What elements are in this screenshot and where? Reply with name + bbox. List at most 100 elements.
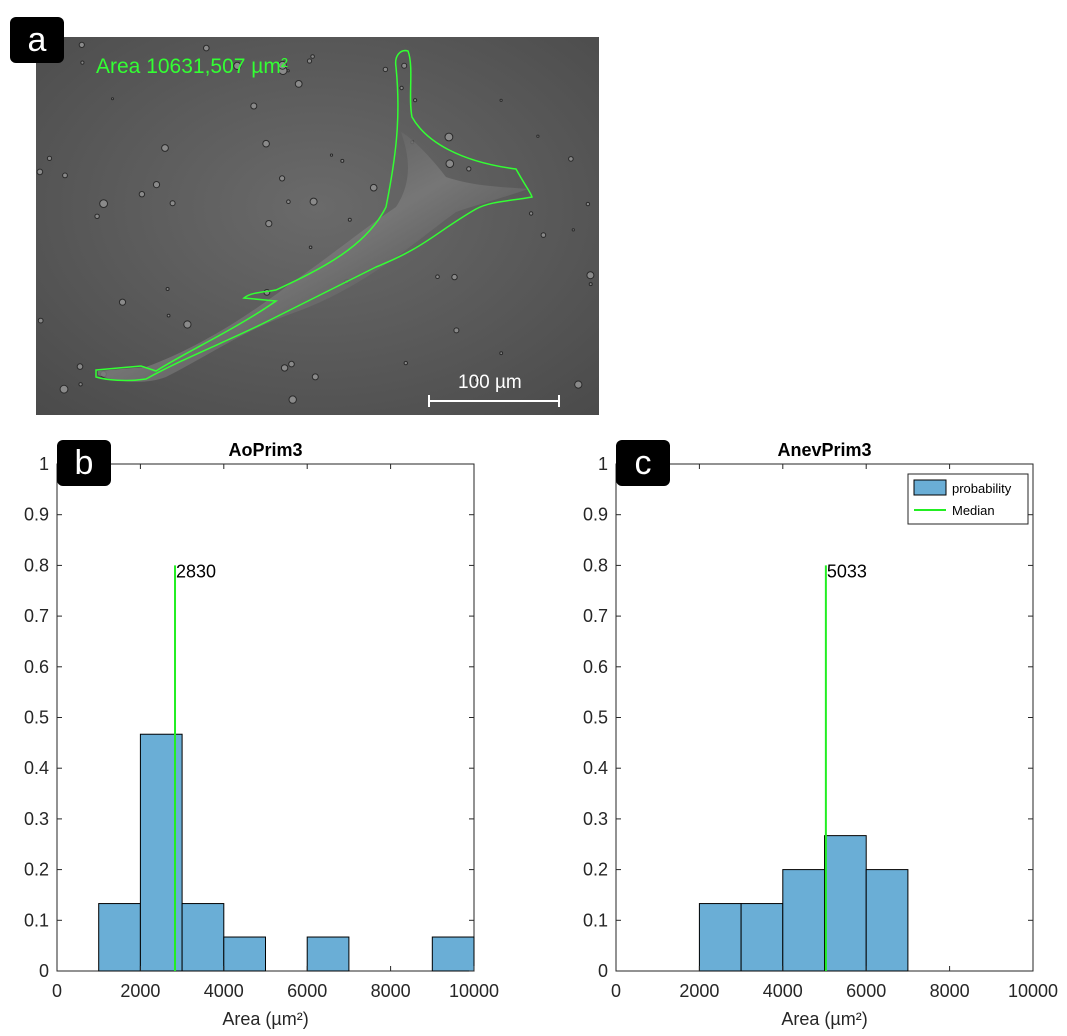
y-tick-label: 0 xyxy=(39,961,49,981)
median-label: 2830 xyxy=(176,561,216,581)
x-tick-label: 10000 xyxy=(1008,981,1058,1001)
debris-speck xyxy=(111,97,114,101)
debris-speck xyxy=(444,132,454,142)
debris-speck xyxy=(46,155,53,162)
y-tick-label: 0.6 xyxy=(583,657,608,677)
debris-speck xyxy=(288,360,295,368)
x-tick-label: 10000 xyxy=(449,981,499,1001)
debris-speck xyxy=(401,62,408,69)
chart-title: AnevPrim3 xyxy=(777,440,871,460)
area-measurement-label: Area 10631,507 µm² xyxy=(96,55,288,78)
debris-speck xyxy=(78,382,83,387)
y-tick-label: 0.8 xyxy=(583,555,608,575)
histogram-bar xyxy=(306,936,350,972)
debris-speck xyxy=(62,172,68,179)
debris-speck xyxy=(403,360,408,366)
scale-bar-label: 100 µm xyxy=(458,372,522,393)
x-axis-label: Area (µm²) xyxy=(222,1009,308,1029)
x-tick-label: 8000 xyxy=(371,981,411,1001)
debris-speck xyxy=(94,213,100,220)
y-tick-label: 0 xyxy=(598,961,608,981)
debris-speck xyxy=(78,41,85,48)
debris-speck xyxy=(499,351,504,356)
debris-speck xyxy=(250,102,258,110)
y-tick-label: 0.4 xyxy=(583,758,608,778)
debris-speck xyxy=(399,85,404,91)
debris-speck xyxy=(169,200,176,207)
y-tick-label: 0.2 xyxy=(24,860,49,880)
y-tick-label: 0.1 xyxy=(583,910,608,930)
debris-speck xyxy=(568,156,574,162)
y-tick-label: 0.2 xyxy=(583,860,608,880)
y-tick-label: 0.7 xyxy=(24,606,49,626)
histogram-bar xyxy=(865,869,909,972)
debris-speck xyxy=(466,166,472,172)
debris-speck xyxy=(528,211,534,216)
y-tick-label: 1 xyxy=(39,454,49,474)
debris-speck xyxy=(340,158,345,163)
legend-box xyxy=(907,473,1029,525)
y-tick-label: 0.5 xyxy=(583,708,608,728)
debris-speck xyxy=(36,168,44,176)
legend-label-probability: probability xyxy=(952,481,1012,496)
scale-bar xyxy=(428,395,560,407)
y-tick-label: 0.9 xyxy=(583,505,608,525)
histogram-bar xyxy=(223,936,267,972)
y-tick-label: 0.9 xyxy=(24,505,49,525)
histogram-bar xyxy=(98,903,141,972)
debris-speck xyxy=(435,274,440,279)
median-label: 5033 xyxy=(827,561,867,581)
histogram-bar xyxy=(740,903,784,972)
debris-speck xyxy=(80,60,85,65)
debris-speck xyxy=(59,384,69,394)
debris-speck xyxy=(37,317,44,324)
debris-speck xyxy=(306,58,313,64)
chart-b: 0 2000 4000 6000 8000 10000 0 0.1 0.2 0.3 0.4 0.5 0.… xyxy=(24,440,499,1029)
debris-speck xyxy=(445,159,455,168)
panel-label-c: c xyxy=(616,440,670,486)
debris-speck xyxy=(499,98,503,102)
histogram-bar xyxy=(139,733,183,972)
x-tick-label: 8000 xyxy=(930,981,970,1001)
y-tick-label: 0.7 xyxy=(583,606,608,626)
debris-speck xyxy=(585,201,591,207)
debris-speck xyxy=(586,271,595,280)
debris-speck xyxy=(183,320,192,329)
debris-speck xyxy=(536,134,540,138)
debris-speck xyxy=(203,44,210,52)
y-tick-label: 0.1 xyxy=(24,910,49,930)
debris-speck xyxy=(138,191,146,198)
debris-speck xyxy=(310,54,315,59)
debris-speck xyxy=(329,153,334,157)
debris-speck xyxy=(571,228,575,232)
debris-speck xyxy=(451,273,458,281)
debris-speck xyxy=(118,298,127,306)
histogram-bar xyxy=(431,936,475,972)
debris-speck xyxy=(278,60,287,70)
y-tick-label: 0.3 xyxy=(583,809,608,829)
legend: probability Median xyxy=(907,473,1029,525)
histogram-bar xyxy=(824,835,867,972)
histogram-bar xyxy=(181,903,225,972)
debris-speck xyxy=(288,395,297,404)
debris-speck xyxy=(308,245,313,250)
debris-speck xyxy=(166,313,171,318)
histogram-bar xyxy=(698,903,742,972)
cell-body xyxy=(98,132,528,382)
debris-speck xyxy=(99,199,108,209)
cell-outline xyxy=(95,49,533,382)
y-tick-label: 1 xyxy=(598,454,608,474)
panel-label-a: a xyxy=(10,17,64,63)
x-tick-label: 4000 xyxy=(204,981,244,1001)
debris-speck xyxy=(347,217,352,222)
debris-speck xyxy=(540,232,547,238)
x-axis-label: Area (µm²) xyxy=(781,1009,867,1029)
debris-speck xyxy=(76,363,84,370)
y-tick-label: 0.4 xyxy=(24,758,49,778)
x-tick-label: 2000 xyxy=(120,981,160,1001)
y-tick-label: 0.3 xyxy=(24,809,49,829)
debris-speck xyxy=(453,327,460,334)
plot-frame xyxy=(615,463,1034,972)
debris-speck xyxy=(369,183,378,192)
x-tick-label: 6000 xyxy=(846,981,886,1001)
